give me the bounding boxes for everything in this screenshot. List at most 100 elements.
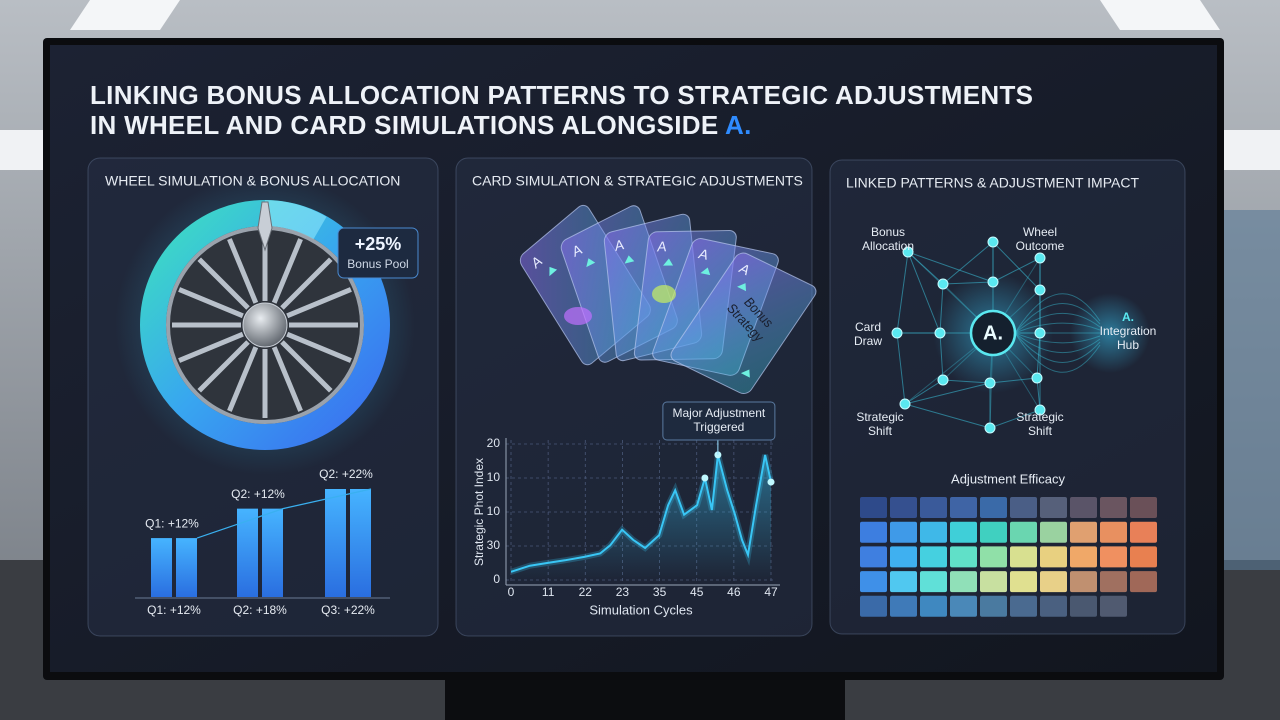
edge <box>896 251 909 334</box>
line <box>510 454 772 573</box>
heatmap: Adjustment Efficacy <box>860 471 1157 617</box>
heat-cell <box>950 497 977 518</box>
node <box>891 327 903 339</box>
ceiling-light <box>70 0 180 30</box>
heat-cell <box>950 571 977 593</box>
node <box>1034 404 1046 416</box>
heat-cell <box>1010 595 1037 617</box>
x-tick-label: 35 <box>653 585 667 599</box>
heat-cell <box>1100 571 1127 593</box>
heat-cell <box>920 571 947 593</box>
node <box>934 327 946 339</box>
heat-cell <box>950 595 977 617</box>
bar <box>237 508 258 597</box>
heat-cell <box>1040 571 1067 593</box>
bar-top-label: Q1: +12% <box>145 516 199 530</box>
y-tick-label: 30 <box>487 538 501 552</box>
wheel-highlight <box>264 200 327 240</box>
badge-label: Bonus Pool <box>347 257 408 271</box>
edge <box>939 283 944 334</box>
spoke <box>197 257 250 310</box>
edge <box>992 257 1041 283</box>
spoke <box>286 331 352 363</box>
heat-cell <box>1040 546 1067 568</box>
edge <box>989 409 1041 429</box>
hub-label: A. <box>983 322 1003 344</box>
card-glow <box>652 285 676 303</box>
bar <box>151 538 172 597</box>
spoke <box>286 287 352 319</box>
x-tick-label: Q1: +12% <box>147 603 201 617</box>
card-rank: A <box>614 236 625 254</box>
edge <box>942 379 991 384</box>
edge <box>1014 322 1101 334</box>
heat-cell <box>860 521 887 543</box>
card-suit <box>700 267 711 276</box>
heat-cell <box>980 571 1007 593</box>
spoke <box>197 340 250 393</box>
node <box>899 398 911 410</box>
monitor-stand <box>445 676 845 720</box>
heat-cell <box>950 521 977 543</box>
y-axis-label: Strategic Phot Index <box>472 458 486 566</box>
card-face <box>670 252 817 394</box>
heat-cell <box>1100 595 1127 617</box>
title-line: IN WHEEL AND CARD SIMULATIONS ALONGSIDE … <box>90 110 752 140</box>
heat-cell <box>1070 497 1097 518</box>
line-chart: 0 30 10 10 20 0 11 22 23 35 45 46 47 Strategic Phot I… <box>472 401 780 617</box>
node-label: Allocation <box>862 239 914 253</box>
ceiling-light <box>0 130 45 170</box>
edge <box>904 382 991 405</box>
node-label: Shift <box>1028 424 1053 438</box>
node <box>1031 372 1043 384</box>
bar <box>176 538 197 597</box>
bar-top-label: Q2: +22% <box>319 467 373 481</box>
heat-cell <box>890 595 917 617</box>
card-suit <box>663 258 674 266</box>
title-text: IN WHEEL AND CARD SIMULATIONS ALONGSIDE <box>90 110 718 140</box>
node-label: Integration <box>1100 324 1157 338</box>
edge <box>907 251 994 283</box>
x-tick-label: 0 <box>508 585 515 599</box>
node <box>984 377 996 389</box>
hub-node <box>969 309 1017 357</box>
node <box>937 278 949 290</box>
heat-cell <box>1070 521 1097 543</box>
ceiling-light <box>1222 130 1280 170</box>
card-suit <box>740 369 750 378</box>
heat-cell <box>1010 571 1037 593</box>
node <box>987 276 999 288</box>
card-suit <box>586 258 596 268</box>
x-tick-label: 23 <box>616 585 630 599</box>
heat-cell <box>1100 521 1127 543</box>
spoke <box>178 331 244 363</box>
heat-cell <box>920 546 947 568</box>
heat-cell <box>890 571 917 593</box>
bar-chart: Q1: +12% Q1: +12% Q2: +12% Q2: +18% Q2: +22%… <box>145 467 375 617</box>
heat-cell <box>860 595 887 617</box>
card-suit <box>737 283 747 292</box>
highlight-point <box>701 474 709 482</box>
heat-cell <box>920 595 947 617</box>
annotation: Major Adjustment <box>673 406 766 420</box>
edge <box>907 251 941 334</box>
node-label: Shift <box>868 424 893 438</box>
node <box>937 374 949 386</box>
heat-cell <box>890 497 917 518</box>
spoke <box>280 257 333 310</box>
title-line: LINKING BONUS ALLOCATION PATTERNS TO STR… <box>90 80 1033 110</box>
heat-cell <box>860 571 887 593</box>
edge <box>992 241 1041 291</box>
edge <box>1014 312 1101 334</box>
heat-cell <box>1040 497 1067 518</box>
node-label: Outcome <box>1016 239 1065 253</box>
title-accent: A. <box>725 110 752 140</box>
edge <box>907 251 944 285</box>
node-label: Card <box>855 320 881 334</box>
node-label: Hub <box>1117 338 1139 352</box>
heat-cell <box>860 546 887 568</box>
trend-connector <box>196 488 372 539</box>
